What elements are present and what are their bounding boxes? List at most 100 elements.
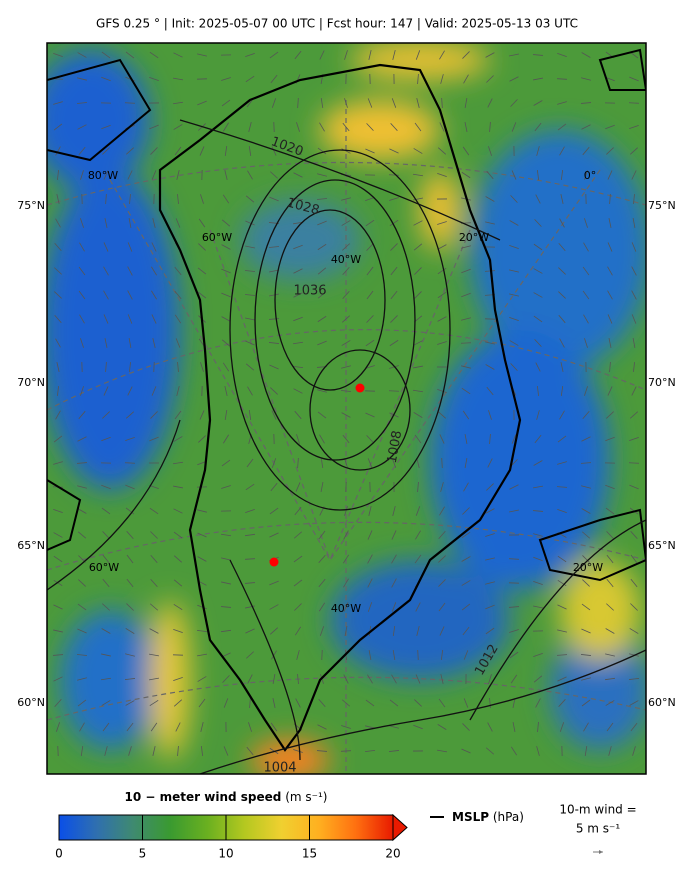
- wind-arrow: [102, 578, 110, 588]
- wind-arrow: [417, 649, 419, 661]
- wind-arrow: [462, 723, 470, 731]
- wind-arrow: [127, 170, 133, 180]
- wind-arrow: [557, 101, 567, 105]
- wind-arrow: [198, 218, 206, 228]
- wind-arrow: [173, 603, 183, 611]
- wind-arrow: [413, 365, 423, 369]
- wind-arrow: [417, 481, 419, 493]
- wind-arrow: [365, 365, 375, 369]
- wind-arrow: [126, 603, 134, 611]
- wind-arrow: [293, 316, 303, 322]
- wind-arrow: [222, 675, 230, 683]
- wind-arrow: [559, 722, 565, 732]
- wind-arrow: [485, 196, 495, 202]
- wind-arrow: [512, 722, 516, 732]
- lon-label: 20°W: [573, 561, 603, 574]
- wind-arrow: [103, 386, 109, 396]
- wind-arrow: [294, 626, 302, 636]
- wind-arrow: [462, 410, 470, 420]
- wind-arrow: [584, 745, 588, 757]
- wind-arrow: [341, 340, 351, 346]
- wind-arrow: [510, 195, 518, 203]
- wind-arrow: [389, 197, 399, 201]
- wind-arrow: [632, 338, 636, 348]
- wind-arrow: [630, 603, 638, 611]
- wind-arrow: [485, 747, 495, 755]
- wind-arrow: [54, 267, 62, 275]
- colorbar-units: (m s⁻¹): [285, 790, 327, 804]
- wind-arrow: [509, 53, 519, 57]
- wind-arrow: [390, 243, 398, 251]
- wind-arrow: [246, 746, 254, 756]
- wind-arrow: [556, 654, 568, 656]
- wind-arrow: [223, 434, 229, 444]
- wind-arrow: [53, 604, 63, 610]
- wind-arrow: [197, 532, 207, 538]
- wind-arrow: [268, 342, 280, 344]
- wind-arrow: [341, 197, 351, 201]
- wind-arrow: [245, 195, 255, 203]
- wind-arrow: [557, 676, 567, 682]
- wind-arrow: [317, 173, 327, 177]
- wind-arrow: [414, 699, 422, 707]
- contour-label: 1036: [293, 284, 326, 299]
- wind-arrow: [149, 436, 159, 442]
- wind-arrow: [534, 339, 542, 347]
- wind-arrow: [605, 628, 615, 634]
- wind-arrow: [510, 674, 518, 684]
- wind-arrow: [199, 146, 205, 156]
- wind-arrow: [485, 557, 495, 561]
- wind-arrow: [390, 290, 398, 300]
- wind-arrow: [125, 51, 135, 59]
- wind-arrow: [605, 507, 615, 515]
- wind-arrow: [220, 606, 232, 608]
- wind-arrow: [581, 628, 591, 634]
- wind-arrow: [175, 722, 181, 732]
- wind-arrow: [53, 509, 63, 513]
- wind-arrow: [125, 653, 135, 657]
- wind-arrow: [78, 579, 86, 587]
- wind-arrow: [244, 558, 256, 560]
- wind-arrow: [221, 316, 231, 322]
- wind-arrow: [391, 554, 397, 564]
- wind-arrow: [557, 604, 567, 610]
- wind-arrow: [221, 459, 231, 467]
- wind-arrow: [270, 387, 278, 395]
- wind-arrow: [174, 266, 182, 276]
- wind-arrow: [292, 365, 304, 369]
- lon-label: 40°W: [331, 602, 361, 615]
- wind-arrow: [368, 506, 372, 516]
- wind-arrow: [223, 698, 229, 708]
- wind-arrow: [440, 674, 444, 684]
- wind-arrow: [223, 122, 229, 132]
- wind-arrow: [173, 555, 183, 563]
- wind-arrow: [317, 411, 327, 419]
- wind-arrow: [437, 172, 447, 178]
- wind-arrow: [150, 411, 158, 419]
- wind-arrow: [534, 219, 542, 227]
- wind-arrow: [342, 243, 350, 251]
- wind-arrow: [220, 629, 232, 633]
- wind-arrow: [629, 124, 639, 130]
- wind-arrow: [631, 266, 637, 276]
- wind-arrow: [57, 169, 59, 181]
- wind-arrow: [391, 458, 397, 468]
- wind-arrow: [392, 506, 396, 516]
- wind-arrow: [607, 266, 613, 276]
- wind-arrow: [413, 412, 423, 418]
- wind-arrow: [390, 315, 398, 323]
- wind-arrow: [244, 294, 256, 296]
- wind-arrow: [221, 268, 231, 274]
- wind-arrow: [248, 145, 252, 157]
- wind-arrow: [151, 266, 157, 276]
- wind-arrow: [581, 677, 591, 681]
- wind-arrow: [533, 675, 543, 683]
- wind-arrow: [293, 749, 303, 753]
- wind-arrow: [437, 724, 447, 730]
- wind-arrow: [439, 626, 445, 636]
- wind-arrow: [344, 50, 348, 60]
- wind-arrow: [52, 654, 64, 656]
- wind-arrow: [582, 290, 590, 300]
- wind-arrow: [53, 629, 63, 633]
- wind-arrow: [128, 338, 132, 348]
